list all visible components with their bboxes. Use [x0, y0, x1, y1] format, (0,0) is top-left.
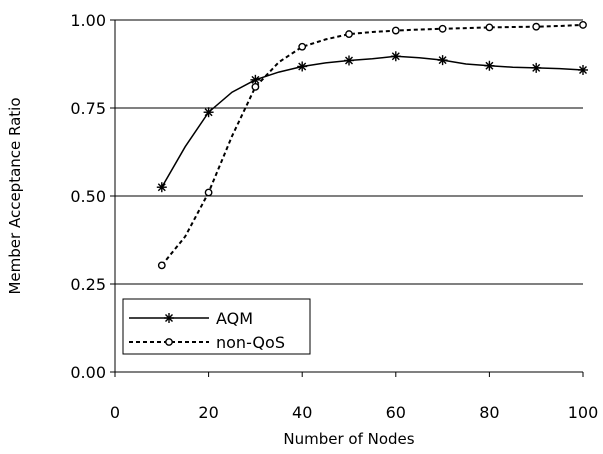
axes — [114, 20, 583, 373]
data-point-aqm — [344, 55, 354, 66]
data-point-non-qos — [204, 188, 213, 197]
x-tick-label: 40 — [292, 403, 312, 422]
data-point-non-qos — [532, 22, 541, 31]
x-axis-title: Number of Nodes — [283, 430, 414, 448]
legend-item-aqm: AQM — [129, 309, 253, 328]
data-point-aqm — [437, 55, 448, 66]
series — [156, 21, 588, 270]
x-tick-label: 100 — [568, 403, 599, 422]
data-point-aqm — [203, 107, 214, 118]
x-tick-label: 80 — [479, 403, 499, 422]
data-point-aqm — [484, 60, 495, 71]
data-point-non-qos — [391, 26, 400, 35]
data-point-aqm — [390, 51, 401, 62]
data-point-non-qos — [579, 21, 587, 29]
x-tick-label: 20 — [198, 403, 218, 422]
data-point-non-qos — [157, 261, 166, 270]
y-tick-label: 0.25 — [70, 275, 106, 294]
series-line-aqm — [161, 55, 584, 188]
legend-label-aqm: AQM — [216, 309, 253, 328]
data-point-aqm — [531, 62, 542, 73]
legend-label-non-qos: non-QoS — [216, 333, 285, 352]
data-point-non-qos — [485, 23, 494, 32]
x-tick-label: 60 — [386, 403, 406, 422]
y-tick-label: 0.00 — [70, 363, 106, 382]
legend-box — [122, 298, 311, 355]
series-non-qos — [157, 21, 587, 270]
data-point-non-qos — [298, 42, 307, 51]
data-point-aqm — [297, 61, 308, 72]
legend: AQM non-QoS — [122, 298, 311, 355]
data-point-non-qos — [251, 82, 260, 91]
legend-marker-non-qos — [165, 338, 173, 346]
legend-item-non-qos: non-QoS — [129, 333, 285, 352]
data-point-aqm — [578, 64, 588, 75]
data-point-aqm — [156, 182, 167, 193]
y-tick-labels: 0.00 0.25 0.50 0.75 1.00 — [70, 11, 106, 382]
series-aqm — [156, 51, 588, 193]
data-point-non-qos — [345, 30, 353, 38]
data-point-non-qos — [438, 24, 447, 33]
y-tick-label: 1.00 — [70, 11, 106, 30]
gridlines — [110, 19, 583, 373]
y-tick-label: 0.75 — [70, 99, 106, 118]
legend-marker-aqm — [164, 313, 174, 323]
x-tick-label: 0 — [110, 403, 120, 422]
series-line-non-qos — [161, 23, 584, 266]
y-axis-title: Member Acceptance Ratio — [6, 97, 24, 294]
x-tick-labels: 0 20 40 60 80 100 — [110, 372, 598, 422]
y-tick-label: 0.50 — [70, 187, 106, 206]
